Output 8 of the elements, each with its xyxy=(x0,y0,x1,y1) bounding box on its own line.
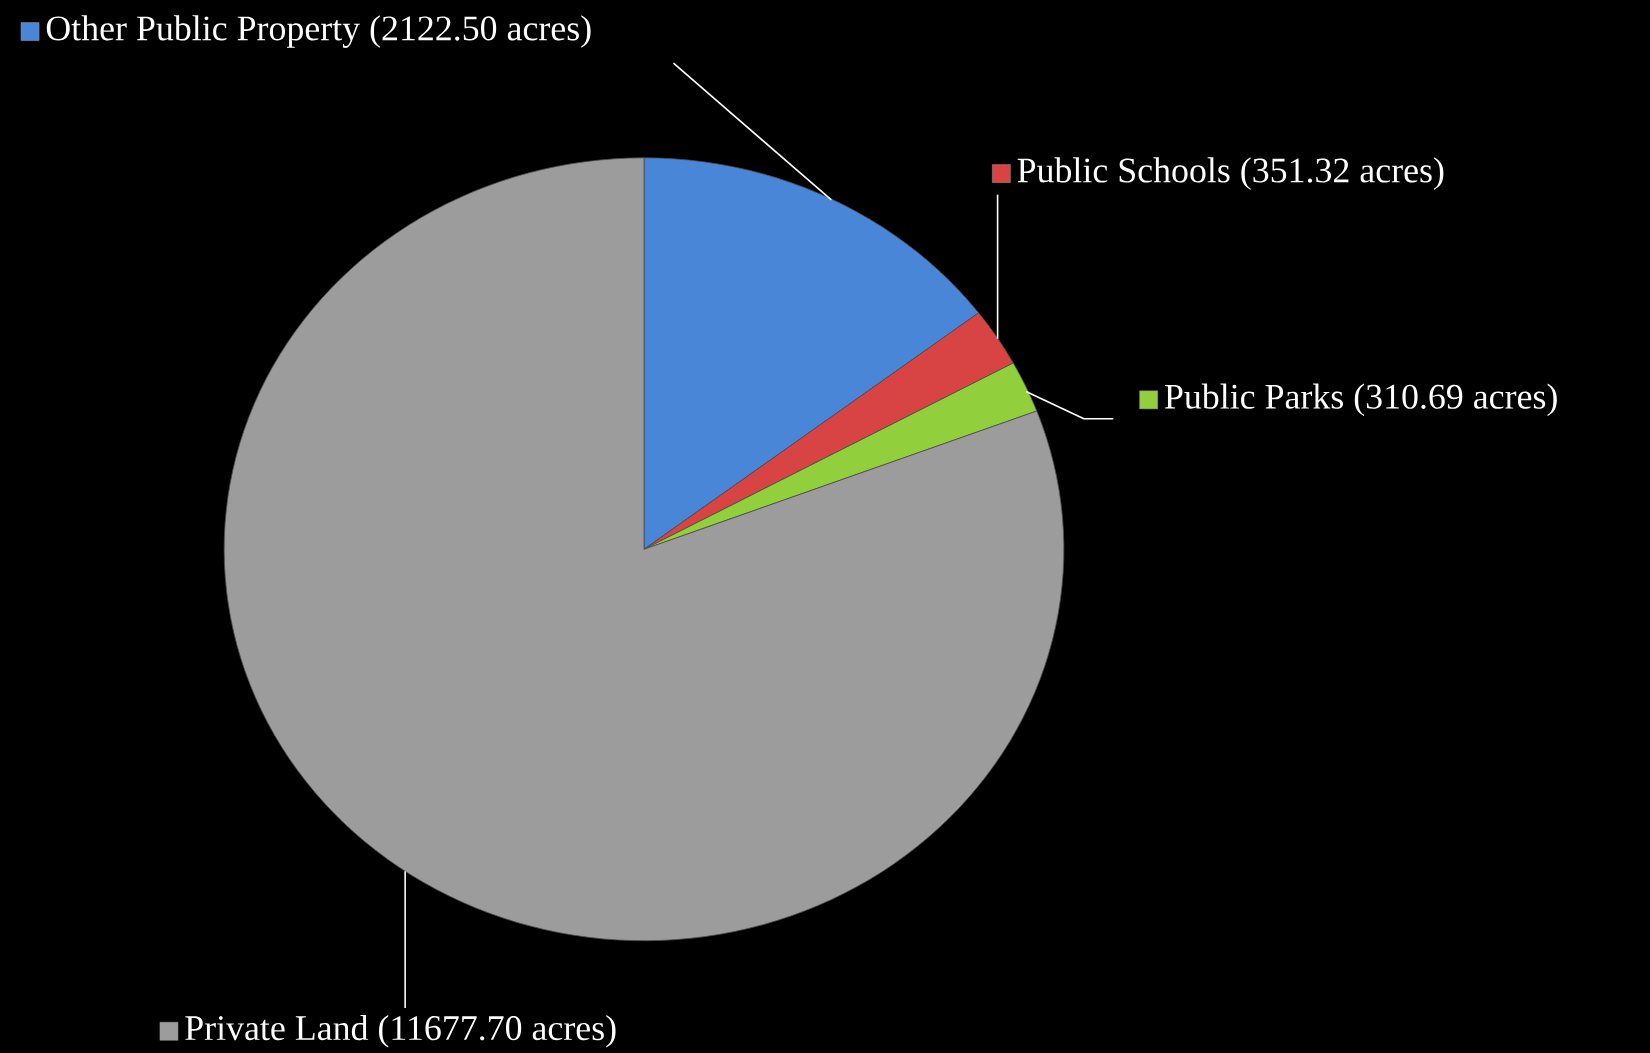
data-label: (310.69 acres) xyxy=(1354,383,1557,417)
data-label: (351.32 acres) xyxy=(1241,157,1444,190)
data-label: (2122.50 acres) xyxy=(370,15,591,48)
legend-label: Public Parks xyxy=(1164,383,1343,409)
legend-label: Private Land xyxy=(185,1014,369,1041)
data-label: (11677.70 acres) xyxy=(379,1014,616,1048)
legend-label: Other Public Property xyxy=(46,15,360,48)
legend-label: Public Schools xyxy=(1017,157,1230,183)
